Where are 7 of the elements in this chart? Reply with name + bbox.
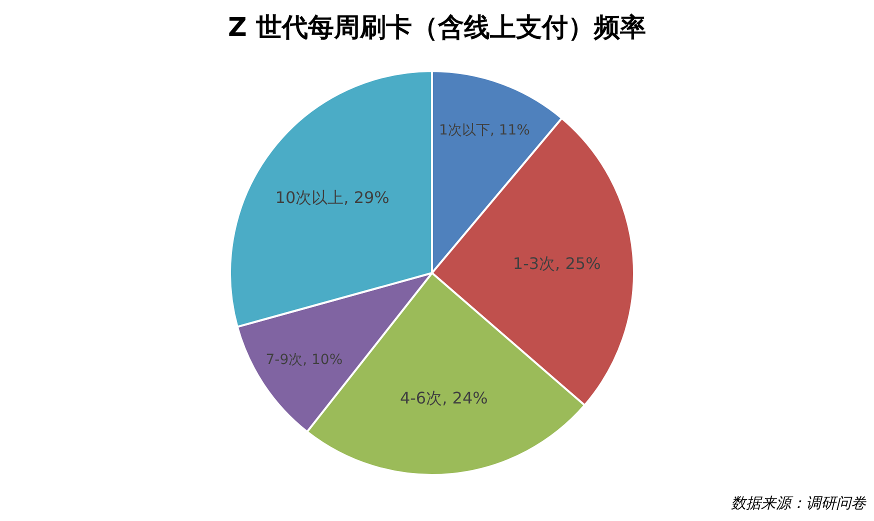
- slice-label: 10次以上, 29%: [275, 188, 390, 208]
- chart-title: Z 世代每周刷卡（含线上支付）频率: [227, 12, 647, 45]
- slice-label: 1次以下, 11%: [439, 122, 530, 139]
- slice-label: 1-3次, 25%: [512, 254, 601, 274]
- slice-label: 7-9次, 10%: [266, 352, 343, 368]
- slice-label: 4-6次, 24%: [400, 388, 488, 408]
- source-note: 数据来源：调研问卷: [731, 494, 866, 513]
